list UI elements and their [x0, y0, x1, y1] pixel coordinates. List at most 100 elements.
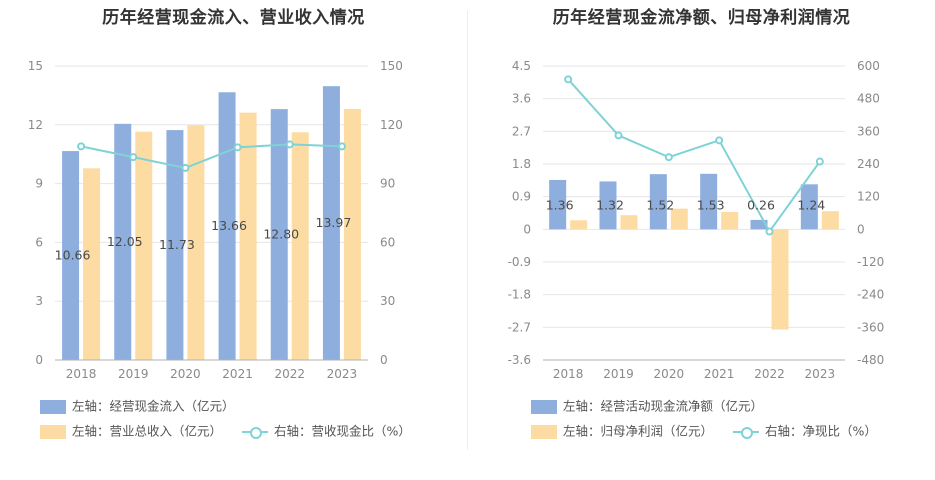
bar-2020-primary: [649, 174, 667, 230]
x-axis-tick-label: 2023: [327, 367, 358, 381]
legend-item-net-cash-ratio[interactable]: 右轴：净现比（%）: [733, 422, 877, 441]
bar-data-label: 1.36: [546, 197, 574, 212]
legend-label: 右轴：营收现金比（%）: [274, 423, 411, 439]
chart-title: 历年经营现金流净额、归母净利润情况: [552, 8, 851, 28]
left-chart-svg: 0 0 3 30 6 60 9 90 12 120 15 150 2018 2019 2020 2021 202…: [28, 59, 403, 381]
legend-swatch: [531, 424, 557, 439]
bar-data-label: 1.52: [646, 197, 674, 212]
x-axis-tick-label: 2020: [654, 367, 685, 381]
bar-2020-secondary: [670, 208, 688, 230]
left-axis-tick-label: -3.6: [508, 353, 531, 367]
bar-2019-secondary: [135, 131, 153, 360]
ratio-point-2019: [129, 153, 138, 162]
x-axis-tick-label: 2020: [170, 367, 201, 381]
bar-2023-primary: [322, 86, 340, 361]
x-axis-tick-label: 2021: [704, 367, 735, 381]
right-axis-tick-label: 480: [857, 92, 880, 106]
bar-2020-primary: [166, 130, 184, 360]
panel-divider: [467, 10, 468, 450]
legend-item-net-cash-flow[interactable]: 左轴：经营活动现金流净额（亿元）: [531, 397, 763, 416]
right-axis-tick-label: 600: [857, 59, 880, 73]
x-axis-tick-label: 2021: [222, 367, 253, 381]
bar-2020-secondary: [187, 125, 205, 360]
legend-item-cash-inflow[interactable]: 左轴：经营现金流入（亿元）: [40, 397, 235, 416]
ratio-point-2019: [614, 131, 623, 140]
right-axis-tick-label: -120: [857, 255, 884, 269]
legend-label: 左轴：经营现金流入（亿元）: [72, 398, 235, 414]
bar-data-label: 12.05: [107, 234, 143, 249]
left-axis-tick-label: 9: [35, 177, 43, 191]
bar-2019-primary: [599, 181, 617, 230]
x-axis-tick-label: 2022: [274, 367, 305, 381]
bar-2021-primary: [218, 92, 236, 360]
right-axis-tick-label: 0: [857, 222, 865, 236]
legend-swatch: [40, 399, 66, 414]
ratio-point-2018: [77, 142, 86, 151]
bar-2022-secondary: [291, 132, 309, 360]
x-axis-tick-label: 2022: [754, 367, 785, 381]
legend-swatch: [531, 399, 557, 414]
left-axis-tick-label: 2.7: [512, 124, 531, 138]
right-chart-panel: 历年经营现金流净额、归母净利润情况 -3.6 -480 -2.7 -360 -1.8 -2…: [468, 0, 935, 480]
bar-data-label: 12.80: [263, 227, 299, 242]
x-axis-tick-label: 2019: [118, 367, 149, 381]
x-axis-tick-label: 2018: [553, 367, 584, 381]
bar-2018-primary: [549, 179, 567, 230]
bar-2022-primary: [750, 219, 768, 230]
bar-2022-primary: [270, 109, 288, 361]
ratio-point-2021: [233, 143, 242, 152]
left-axis-tick-label: 6: [35, 235, 43, 249]
bar-2018-primary: [62, 151, 80, 360]
legend-label: 左轴：归母净利润（亿元）: [563, 423, 714, 439]
x-axis-tick-label: 2023: [805, 367, 836, 381]
ratio-point-2022: [765, 227, 774, 236]
bar-2021-secondary: [239, 112, 257, 360]
chart-title: 历年经营现金流入、营业收入情况: [102, 8, 365, 28]
left-axis-tick-label: 0: [523, 222, 531, 236]
ratio-point-2023: [815, 157, 824, 166]
right-axis-tick-label: 120: [380, 118, 403, 132]
ratio-line: [80, 143, 342, 169]
bar-data-label: 11.73: [159, 237, 195, 252]
legend-item-revenue[interactable]: 左轴：营业总收入（亿元）: [40, 422, 222, 441]
ratio-point-2023: [337, 142, 346, 151]
bar-2021-primary: [700, 173, 718, 230]
bar-data-label: 1.32: [596, 197, 624, 212]
right-axis-tick-label: 60: [380, 235, 395, 249]
legend-line-marker: [733, 425, 759, 439]
ratio-point-2022: [285, 140, 294, 149]
right-axis-tick-label: -360: [857, 320, 884, 334]
left-axis-tick-label: -1.8: [508, 288, 531, 302]
left-axis-tick-label: 1.8: [512, 157, 531, 171]
right-axis-tick-label: -480: [857, 353, 884, 367]
left-axis-tick-label: 3.6: [512, 92, 531, 106]
bar-data-label: 13.97: [316, 215, 352, 230]
left-axis-tick-label: -0.9: [508, 255, 531, 269]
bar-data-label: 10.66: [55, 248, 91, 263]
left-axis-tick-label: 3: [35, 294, 43, 308]
bar-2023-primary: [800, 184, 818, 230]
legend-label: 左轴：营业总收入（亿元）: [72, 423, 223, 439]
right-axis-tick-label: 360: [857, 124, 880, 138]
x-axis-tick-label: 2018: [66, 367, 97, 381]
right-axis-tick-label: 30: [380, 294, 395, 308]
left-axis-tick-label: 0.9: [512, 190, 531, 204]
ratio-point-2018: [564, 75, 573, 84]
x-axis-tick-label: 2019: [603, 367, 634, 381]
legend-line-marker: [242, 425, 268, 439]
left-axis-tick-label: 0: [35, 353, 43, 367]
bar-2021-secondary: [721, 211, 739, 230]
legend-label: 左轴：经营活动现金流净额（亿元）: [563, 398, 764, 414]
bar-2023-secondary: [821, 211, 839, 230]
legend-item-net-profit[interactable]: 左轴：归母净利润（亿元）: [531, 422, 713, 441]
bar-data-label: 13.66: [211, 218, 247, 233]
right-axis-tick-label: 120: [857, 190, 880, 204]
legend-swatch: [40, 424, 66, 439]
ratio-point-2020: [664, 153, 673, 162]
legend-item-cash-revenue-ratio[interactable]: 右轴：营收现金比（%）: [242, 422, 411, 441]
left-axis-tick-label: 4.5: [512, 59, 531, 73]
right-axis-tick-label: -240: [857, 288, 884, 302]
ratio-line: [567, 78, 821, 234]
left-axis-tick-label: -2.7: [508, 320, 531, 334]
right-chart-svg: -3.6 -480 -2.7 -360 -1.8 -240 -0.9 -120 0 0 0.9 120…: [508, 59, 885, 381]
